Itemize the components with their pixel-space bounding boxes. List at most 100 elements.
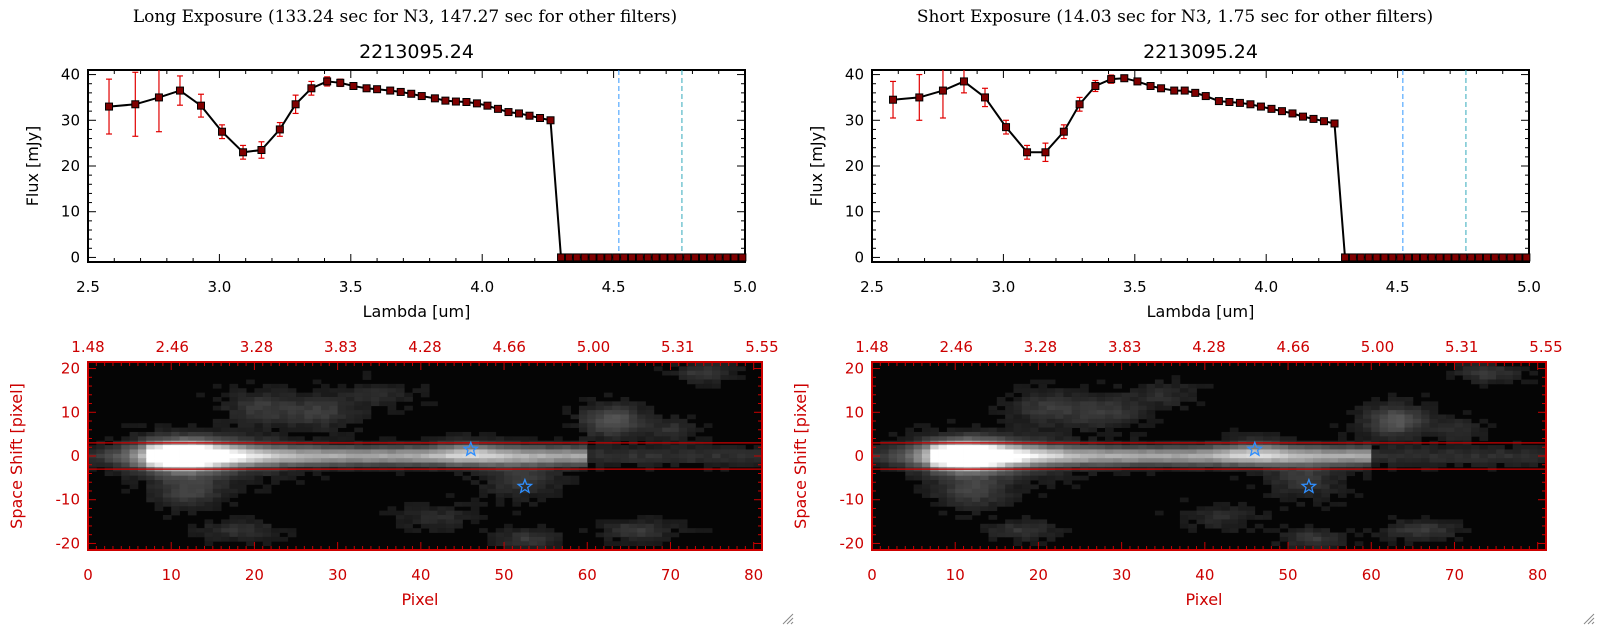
- flux-data-point: [1443, 253, 1452, 262]
- flux-data-point: [1341, 253, 1350, 262]
- image-pixel: [603, 418, 613, 424]
- image-pixel: [196, 471, 205, 477]
- flux-data-point: [938, 86, 947, 95]
- image-pixel: [653, 366, 663, 372]
- image-pixel: [1454, 528, 1464, 533]
- image-pixel: [504, 484, 513, 490]
- image-pixel: [905, 449, 914, 455]
- image-pixel: [913, 475, 923, 481]
- image-pixel: [495, 453, 505, 459]
- image-pixel: [1005, 462, 1014, 468]
- image-pixel: [1279, 458, 1289, 463]
- image-pixel: [1487, 379, 1497, 385]
- image-pixel: [728, 458, 738, 463]
- image-pixel: [1013, 396, 1023, 402]
- image-pixel: [254, 453, 264, 459]
- image-pixel: [678, 519, 688, 525]
- image-pixel: [204, 480, 214, 485]
- image-pixel: [1354, 532, 1364, 538]
- image-pixel: [1071, 401, 1081, 407]
- image-pixel: [1229, 453, 1239, 459]
- image-pixel: [1055, 401, 1064, 407]
- flux-data-point: [1091, 82, 1100, 90]
- image-pixel: [370, 388, 380, 393]
- image-pixel: [1038, 519, 1048, 525]
- image-pixel: [1313, 471, 1322, 477]
- image-pixel: [1038, 462, 1048, 468]
- image-pixel: [1088, 471, 1098, 477]
- image-pixel: [963, 506, 973, 512]
- image-pixel: [204, 436, 214, 442]
- image-pixel: [1471, 423, 1480, 428]
- image-pixel: [687, 375, 696, 380]
- image-pixel: [1030, 484, 1039, 490]
- top-wavelength-label: 5.31: [661, 338, 694, 356]
- image-pixel: [703, 423, 713, 428]
- image-pixel: [1471, 453, 1480, 459]
- image-pixel: [545, 453, 555, 459]
- flux-data-point: [1522, 253, 1531, 262]
- image-pixel: [737, 453, 746, 459]
- image-pixel: [362, 383, 372, 389]
- image-pixel: [437, 453, 447, 459]
- image-pixel: [1479, 366, 1489, 372]
- image-pixel: [1537, 458, 1547, 463]
- resize-grip-icon[interactable]: [782, 613, 794, 625]
- image-pixel: [1104, 427, 1114, 433]
- image-pixel: [628, 423, 638, 428]
- image-pixel: [1279, 453, 1289, 459]
- image-pixel: [1263, 462, 1272, 468]
- image-pixel: [1188, 462, 1197, 468]
- image-pixel: [678, 423, 688, 428]
- image-pixel: [1179, 388, 1189, 393]
- image-pixel: [146, 431, 155, 437]
- image-pixel: [946, 497, 956, 503]
- image-pixel: [1171, 462, 1181, 468]
- image-pixel: [1396, 423, 1405, 428]
- image-pixel: [1462, 431, 1472, 437]
- image-pixel: [404, 506, 413, 512]
- image-pixel: [653, 523, 663, 529]
- image-pixel: [262, 536, 272, 542]
- image-pixel: [204, 445, 214, 450]
- image-pixel: [1046, 418, 1056, 424]
- image-pixel: [362, 458, 372, 463]
- image-pixel: [1487, 458, 1497, 463]
- resize-grip-icon[interactable]: [1583, 613, 1595, 625]
- image-pixel: [938, 493, 948, 498]
- image-pixel: [137, 449, 147, 455]
- image-pixel: [312, 436, 322, 442]
- image-pixel: [262, 405, 272, 411]
- image-pixel: [930, 453, 939, 459]
- image-pixel: [1204, 458, 1214, 463]
- image-pixel: [1213, 519, 1222, 525]
- image-pixel: [1446, 418, 1455, 424]
- image-pixel: [420, 458, 430, 463]
- image-pixel: [1171, 383, 1181, 389]
- image-pixel: [1371, 453, 1380, 459]
- image-pixel: [1263, 480, 1272, 485]
- image-pixel: [329, 401, 339, 407]
- flux-data-point: [651, 253, 660, 262]
- image-pixel: [437, 436, 447, 442]
- image-pixel: [1221, 431, 1231, 437]
- image-pixel: [1221, 436, 1231, 442]
- image-pixel: [345, 418, 355, 424]
- image-pixel: [154, 458, 164, 463]
- image-pixel: [296, 445, 305, 450]
- image-pixel: [320, 445, 330, 450]
- image-pixel: [395, 388, 405, 393]
- image-pixel: [896, 453, 906, 459]
- image-pixel: [1021, 414, 1031, 420]
- image-pixel: [1329, 536, 1339, 542]
- image-pixel: [687, 379, 696, 385]
- image-pixel: [553, 545, 563, 551]
- image-pixel: [504, 493, 513, 498]
- image-pixel: [320, 427, 330, 433]
- image-pixel: [1063, 445, 1073, 450]
- image-pixel: [154, 493, 164, 498]
- image-pixel: [1046, 453, 1056, 459]
- image-pixel: [553, 484, 563, 490]
- image-pixel: [1362, 414, 1372, 420]
- image-pixel: [504, 536, 513, 542]
